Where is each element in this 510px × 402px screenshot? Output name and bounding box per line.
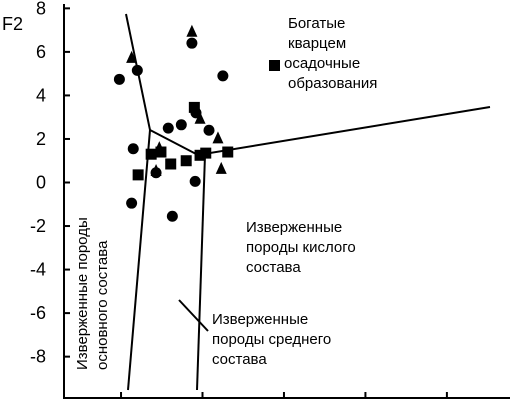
annotation: состава bbox=[212, 351, 267, 368]
y-tick-label: 8 bbox=[36, 0, 46, 18]
annotation: Изверженные bbox=[212, 311, 308, 328]
point bbox=[145, 148, 157, 160]
point bbox=[162, 122, 174, 134]
y-tick-label: -8 bbox=[30, 347, 46, 367]
annotation: состава bbox=[246, 259, 301, 276]
annotation: породы кислого bbox=[246, 239, 356, 256]
point bbox=[127, 143, 139, 155]
y-tick-label: -4 bbox=[30, 260, 46, 280]
point bbox=[194, 149, 206, 161]
leader-line bbox=[178, 299, 209, 332]
point bbox=[132, 169, 144, 181]
boundary bbox=[196, 154, 206, 391]
point bbox=[203, 124, 215, 136]
point bbox=[153, 141, 165, 154]
annotation: Изверженные bbox=[246, 219, 342, 236]
annotation: Богатые bbox=[288, 15, 345, 32]
annotation: образования bbox=[288, 75, 377, 92]
point bbox=[131, 64, 143, 76]
point bbox=[186, 37, 198, 49]
point bbox=[166, 210, 178, 222]
point bbox=[215, 161, 227, 174]
point bbox=[126, 50, 138, 63]
annotation: кварцем bbox=[288, 35, 346, 52]
y-tick-label: 6 bbox=[36, 42, 46, 62]
y-tick-label: 2 bbox=[36, 129, 46, 149]
point bbox=[150, 164, 162, 177]
point bbox=[194, 111, 206, 124]
y-tick-label: 4 bbox=[36, 85, 46, 105]
annotation: породы среднего bbox=[212, 331, 331, 348]
annotation: Изверженные породы bbox=[74, 217, 91, 370]
y-axis-label: F2 bbox=[2, 14, 23, 34]
point bbox=[189, 175, 201, 187]
annotation: осадочные bbox=[284, 55, 360, 72]
point bbox=[217, 70, 229, 82]
point bbox=[200, 147, 212, 159]
y-tick-label: -2 bbox=[30, 216, 46, 236]
point bbox=[113, 73, 125, 85]
y-tick-label: 0 bbox=[36, 172, 46, 192]
point bbox=[180, 155, 192, 167]
point bbox=[126, 197, 138, 209]
point bbox=[165, 158, 177, 170]
point bbox=[222, 146, 234, 158]
point bbox=[212, 131, 224, 144]
point bbox=[186, 24, 198, 37]
boundary bbox=[127, 129, 151, 391]
point bbox=[188, 101, 200, 113]
annotation: основного состава bbox=[94, 240, 111, 370]
legend-square bbox=[269, 60, 280, 71]
point bbox=[175, 119, 187, 131]
y-tick-label: -6 bbox=[30, 303, 46, 323]
